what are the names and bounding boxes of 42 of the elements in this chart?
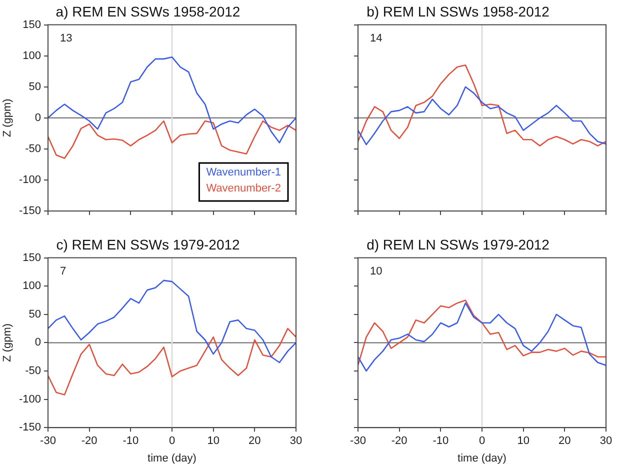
chart-title: a) REM EN SSWs 1958-2012 (56, 3, 240, 20)
y-tick-label: 150 (22, 18, 41, 31)
x-tick-label: 10 (517, 435, 530, 448)
x-tick-label: 0 (168, 435, 176, 448)
x-tick-label: 30 (290, 435, 302, 448)
y-tick-label: 0 (34, 336, 41, 349)
annotation: 13 (60, 32, 72, 44)
y-tick-label: -50 (25, 142, 41, 155)
annotation: 10 (370, 265, 382, 278)
y-tick-label: -100 (18, 393, 41, 406)
x-tick-label: 10 (207, 435, 220, 448)
x-tick-label: -20 (81, 435, 98, 448)
annotation: 14 (370, 32, 382, 44)
x-tick-label: 30 (600, 435, 612, 448)
y-tick-label: -100 (18, 174, 41, 186)
y-tick-label: 0 (34, 112, 41, 124)
y-tick-label: 150 (22, 252, 41, 264)
x-tick-label: 20 (558, 435, 571, 448)
annotation: 7 (60, 265, 66, 278)
x-tick-label: 20 (248, 435, 261, 448)
x-tick-label: -10 (432, 435, 449, 448)
chart-title: c) REM EN SSWs 1979-2012 (56, 236, 240, 252)
y-tick-label: 100 (22, 280, 41, 292)
y-tick-label: 50 (28, 80, 41, 93)
x-tick-label: -30 (350, 435, 366, 448)
chart-title: b) REM LN SSWs 1958-2012 (366, 3, 550, 20)
x-tick-label: -10 (122, 435, 139, 448)
text: Wavenumber-1 (206, 166, 282, 179)
y-tick-label: 100 (22, 50, 41, 62)
x-tick-label: -30 (40, 435, 56, 448)
chart-title: d) REM LN SSWs 1979-2012 (366, 236, 550, 252)
x-axis-title: time (day) (458, 452, 506, 464)
text: Wavenumber-2 (206, 182, 282, 195)
x-axis-title: time (day) (148, 452, 196, 464)
y-tick-label: -150 (18, 205, 41, 218)
y-tick-label: 50 (28, 308, 41, 320)
y-axis-title: Z (gpm) (2, 98, 14, 138)
x-tick-label: -20 (391, 435, 408, 448)
y-tick-label: -150 (18, 422, 41, 434)
y-axis-title: Z (gpm) (2, 323, 14, 362)
x-tick-label: 0 (478, 435, 486, 448)
y-tick-label: -50 (25, 365, 41, 378)
